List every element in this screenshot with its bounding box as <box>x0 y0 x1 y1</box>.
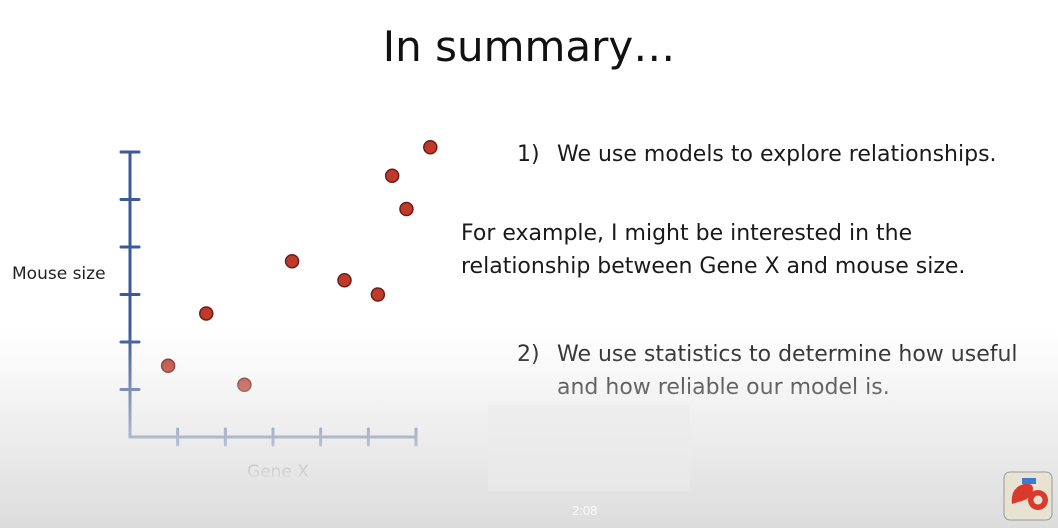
plot-axes <box>119 150 418 447</box>
channel-logo-icon[interactable] <box>1002 470 1054 522</box>
point-1-text: We use models to explore relationships. <box>557 142 997 167</box>
data-point <box>399 201 414 217</box>
data-point <box>384 168 400 183</box>
data-point <box>370 287 386 302</box>
data-point <box>423 140 438 155</box>
point-1: 1) We use models to explore relationships… <box>517 138 997 171</box>
data-point <box>199 306 214 321</box>
example-line-2: relationship between Gene X and mouse si… <box>461 254 966 279</box>
x-axis-label: Gene X <box>247 462 309 482</box>
example-line-1: For example, I might be interested in th… <box>461 221 913 246</box>
slide-title: In summary… <box>382 22 676 71</box>
point-2-line-2: and how reliable our model is. <box>557 375 890 400</box>
seek-timestamp: 2:08 <box>572 503 598 518</box>
point-1-number: 1) <box>517 142 540 167</box>
point-2-line-1: We use statistics to determine how usefu… <box>557 342 1018 367</box>
seek-preview-thumbnail <box>488 405 690 491</box>
data-point <box>237 377 252 392</box>
data-point <box>337 273 352 288</box>
point-2: 2) We use statistics to determine how use… <box>517 338 1047 404</box>
data-point <box>160 358 176 373</box>
example-text: For example, I might be interested in th… <box>461 217 1021 283</box>
y-axis-label: Mouse size <box>12 264 106 284</box>
point-2-number: 2) <box>517 342 540 367</box>
data-point <box>284 254 300 269</box>
plot-points <box>160 140 438 392</box>
